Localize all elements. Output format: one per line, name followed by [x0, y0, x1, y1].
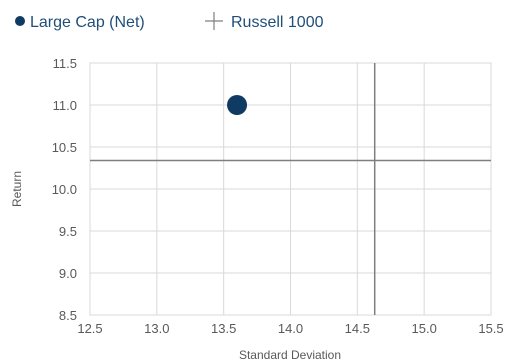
x-tick-label: 14.0 [278, 321, 303, 336]
data-marks [90, 63, 491, 315]
legend-label-large-cap: Large Cap (Net) [30, 14, 145, 31]
y-tick-label: 11.0 [53, 98, 77, 113]
benchmark-crosshair-russell-1000 [90, 63, 491, 315]
y-tick-label: 9.0 [59, 266, 77, 281]
legend-marker-large-cap [15, 16, 25, 26]
y-axis-title: Return [10, 171, 24, 207]
legend: Large Cap (Net) Russell 1000 [15, 12, 324, 31]
x-tick-label: 13.5 [211, 321, 236, 336]
x-tick-label: 14.5 [345, 321, 370, 336]
y-tick-label: 9.5 [59, 224, 77, 239]
x-axis-title: Standard Deviation [239, 348, 341, 362]
plot-area: 12.5 13.0 13.5 14.0 14.5 15.0 15.5 11.5 11.0 10.… [52, 56, 504, 336]
y-tick-label: 10.0 [52, 182, 77, 197]
x-tick-label: 15.5 [478, 321, 503, 336]
x-tick-label: 13.0 [144, 321, 169, 336]
y-tick-label: 10.5 [52, 140, 77, 155]
y-tick-label: 11.5 [53, 56, 77, 71]
y-axis-ticks: 11.5 11.0 10.5 10.0 9.5 9.0 8.5 [52, 56, 77, 323]
plot-border [89, 62, 492, 316]
y-tick-label: 8.5 [59, 308, 77, 323]
legend-label-russell-1000: Russell 1000 [231, 14, 324, 31]
legend-marker-russell-1000 [205, 12, 223, 30]
x-tick-label: 12.5 [77, 321, 102, 336]
x-axis-ticks: 12.5 13.0 13.5 14.0 14.5 15.0 15.5 [77, 321, 503, 336]
data-point-large-cap [227, 95, 248, 115]
gridlines [89, 62, 492, 316]
x-tick-label: 15.0 [412, 321, 437, 336]
